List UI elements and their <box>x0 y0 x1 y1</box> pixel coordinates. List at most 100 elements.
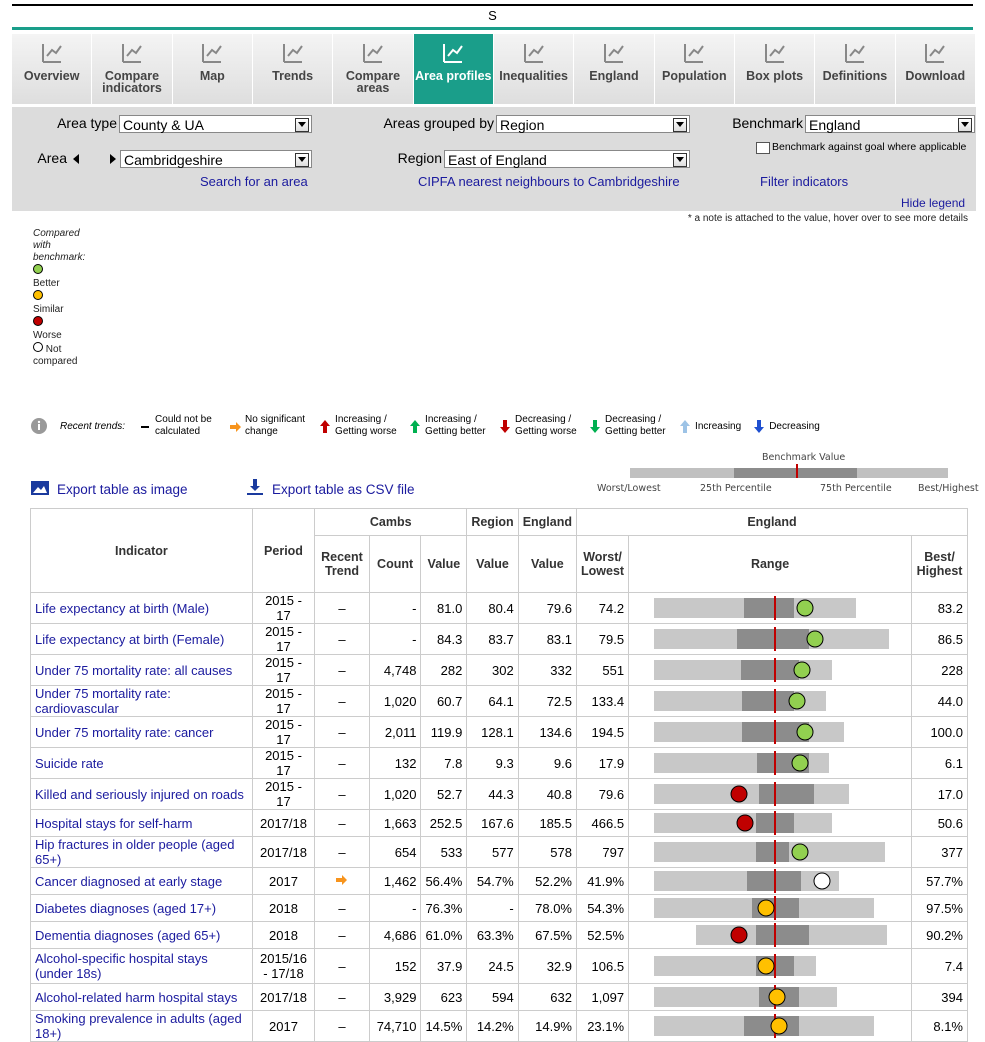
goal-checkbox[interactable] <box>756 142 770 154</box>
trend-label: No significant change <box>245 414 306 437</box>
search-link[interactable]: Search for an area <box>200 174 308 189</box>
trend-legend-title: Recent trends: <box>60 420 126 432</box>
region-cell: 54.7% <box>466 867 519 895</box>
table-row: Alcohol-specific hospital stays (under 1… <box>30 948 968 984</box>
count-cell: 152 <box>368 948 422 984</box>
tab[interactable]: Compare areas <box>333 34 414 104</box>
tab[interactable]: Box plots <box>734 34 816 104</box>
trend-cell: – <box>314 809 370 837</box>
period-cell: 2017/18 <box>251 836 316 868</box>
filter-link[interactable]: Filter indicators <box>760 174 849 189</box>
worst-cell: 551 <box>575 654 630 686</box>
tab-label: England <box>589 69 639 83</box>
tab[interactable]: England <box>574 34 655 104</box>
export-csv-link[interactable]: Export table as CSV file <box>272 482 415 497</box>
header-worst: Worst/ Lowest <box>575 535 630 593</box>
england-cell: 78.0% <box>517 894 578 922</box>
range-cell <box>628 1010 913 1042</box>
indicator-cell[interactable]: Life expectancy at birth (Female) <box>30 623 253 655</box>
area-type-select[interactable]: County & UA <box>119 115 312 133</box>
tab[interactable]: Compare indicators <box>92 34 173 104</box>
trend-cell: – <box>314 894 370 922</box>
tab-icon <box>41 44 62 63</box>
grouped-select[interactable]: Region <box>496 115 690 133</box>
trend-icon <box>754 419 765 433</box>
legend-worse: Worse <box>33 330 62 341</box>
region-cell: 14.2% <box>466 1010 519 1042</box>
tab[interactable]: Map <box>172 34 253 104</box>
indicator-cell[interactable]: Under 75 mortality rate: all causes <box>30 654 253 686</box>
trend-icon <box>680 419 691 433</box>
indicator-cell[interactable]: Cancer diagnosed at early stage <box>30 867 253 895</box>
legend-swatch <box>33 290 43 300</box>
cipfa-link[interactable]: CIPFA nearest neighbours to Cambridgeshi… <box>418 174 680 189</box>
period-cell: 2018 <box>251 921 316 949</box>
tab[interactable]: Download <box>895 34 976 104</box>
region-cell: - <box>466 894 519 922</box>
england-cell: 52.2% <box>517 867 578 895</box>
trend-item: Could not be calculated <box>139 414 217 438</box>
england-cell: 32.9 <box>517 948 578 984</box>
tab-label: Compare indicators <box>102 69 162 95</box>
top-bar: S <box>0 0 985 30</box>
indicator-cell[interactable]: Alcohol-specific hospital stays (under 1… <box>30 948 253 984</box>
region-select[interactable]: East of England <box>444 150 690 168</box>
period-cell: 2017/18 <box>251 983 316 1011</box>
tab-label: Definitions <box>822 69 888 83</box>
value-cell: 76.3% <box>420 894 468 922</box>
tab[interactable]: Area profiles <box>413 34 494 104</box>
indicator-cell[interactable]: Killed and seriously injured on roads <box>30 778 253 810</box>
value-cell: 14.5% <box>420 1010 468 1042</box>
indicator-cell[interactable]: Under 75 mortality rate: cardiovascular <box>30 685 253 717</box>
period-cell: 2015 - 17 <box>251 592 316 624</box>
range-chart <box>654 811 833 835</box>
indicator-cell[interactable]: Under 75 mortality rate: cancer <box>30 716 253 748</box>
area-arrows[interactable] <box>70 152 120 166</box>
england-cell: 9.6 <box>517 747 578 779</box>
trend-item: Decreasing / Getting worse <box>499 414 577 438</box>
range-cell <box>628 685 913 717</box>
indicator-cell[interactable]: Diabetes diagnoses (aged 17+) <box>30 894 253 922</box>
page-title: S <box>488 8 497 23</box>
trend-cell: – <box>314 592 370 624</box>
export-image-link[interactable]: Export table as image <box>57 482 188 497</box>
legend-better: Better <box>33 278 60 289</box>
worst-cell: 52.5% <box>575 921 630 949</box>
range-iqr <box>759 784 815 804</box>
indicator-cell[interactable]: Alcohol-related harm hospital stays <box>30 983 253 1011</box>
tab-icon-shape <box>443 44 464 63</box>
tab[interactable]: Overview <box>12 34 93 104</box>
range-marker <box>813 872 831 890</box>
tab[interactable]: Population <box>654 34 735 104</box>
range-marker <box>736 814 754 832</box>
value-cell: 623 <box>420 983 468 1011</box>
indicator-cell[interactable]: Smoking prevalence in adults (aged 18+) <box>30 1010 253 1042</box>
range-iqr <box>742 691 795 711</box>
tab-icon <box>764 44 785 63</box>
best-cell: 50.6 <box>911 809 968 837</box>
indicator-cell[interactable]: Life expectancy at birth (Male) <box>30 592 253 624</box>
range-chart <box>654 985 838 1009</box>
indicator-cell[interactable]: Suicide rate <box>30 747 253 779</box>
region-label: Region <box>397 150 442 166</box>
indicator-cell[interactable]: Dementia diagnoses (aged 65+) <box>30 921 253 949</box>
benchmark-select[interactable]: England <box>805 115 975 133</box>
region-cell: 167.6 <box>466 809 519 837</box>
best-cell: 44.0 <box>911 685 968 717</box>
tab[interactable]: Inequalities <box>493 34 575 104</box>
england-cell: 332 <box>517 654 578 686</box>
indicator-cell[interactable]: Hip fractures in older people (aged 65+) <box>30 836 253 868</box>
value-cell: 7.8 <box>420 747 468 779</box>
area-select[interactable]: Cambridgeshire <box>120 150 312 168</box>
hide-legend-link[interactable]: Hide legend <box>901 196 966 210</box>
tab-icon <box>282 44 303 63</box>
header-best: Best/ Highest <box>911 535 968 593</box>
range-key-iqr <box>734 468 857 478</box>
trend-label: Decreasing / Getting better <box>605 414 666 437</box>
range-iqr <box>756 925 810 945</box>
indicator-cell[interactable]: Hospital stays for self-harm <box>30 809 253 837</box>
trend-label: Increasing / Getting better <box>425 414 486 437</box>
trend-cell: – <box>314 948 370 984</box>
tab[interactable]: Definitions <box>815 34 896 104</box>
tab[interactable]: Trends <box>252 34 334 104</box>
